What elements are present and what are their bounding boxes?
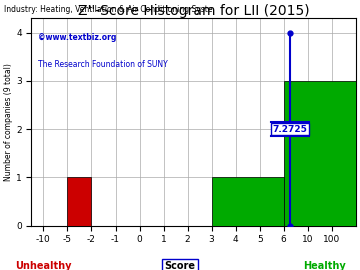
Text: ©www.textbiz.org: ©www.textbiz.org — [38, 33, 116, 42]
Bar — [67, 177, 91, 225]
Title: Z''-Score Histogram for LII (2015): Z''-Score Histogram for LII (2015) — [78, 4, 310, 18]
Y-axis label: Number of companies (9 total): Number of companies (9 total) — [4, 63, 13, 181]
Text: 7.2725: 7.2725 — [273, 124, 308, 134]
Bar — [212, 177, 284, 225]
Text: Industry: Heating, Ventilation & Air Conditioning Syste: Industry: Heating, Ventilation & Air Con… — [4, 5, 212, 14]
Text: Healthy: Healthy — [303, 261, 345, 270]
Bar — [284, 81, 356, 225]
Text: Score: Score — [165, 261, 195, 270]
Text: The Research Foundation of SUNY: The Research Foundation of SUNY — [38, 60, 168, 69]
Text: Unhealthy: Unhealthy — [15, 261, 71, 270]
